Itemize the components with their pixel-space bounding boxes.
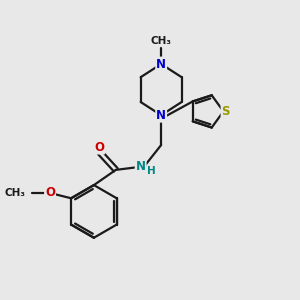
Text: CH₃: CH₃: [151, 37, 172, 46]
Text: CH₃: CH₃: [5, 188, 26, 198]
Text: N: N: [136, 160, 146, 172]
Text: H: H: [147, 166, 156, 176]
Text: O: O: [45, 187, 55, 200]
Text: N: N: [156, 58, 166, 70]
Text: S: S: [221, 105, 230, 118]
Text: N: N: [156, 109, 166, 122]
Text: O: O: [94, 141, 104, 154]
